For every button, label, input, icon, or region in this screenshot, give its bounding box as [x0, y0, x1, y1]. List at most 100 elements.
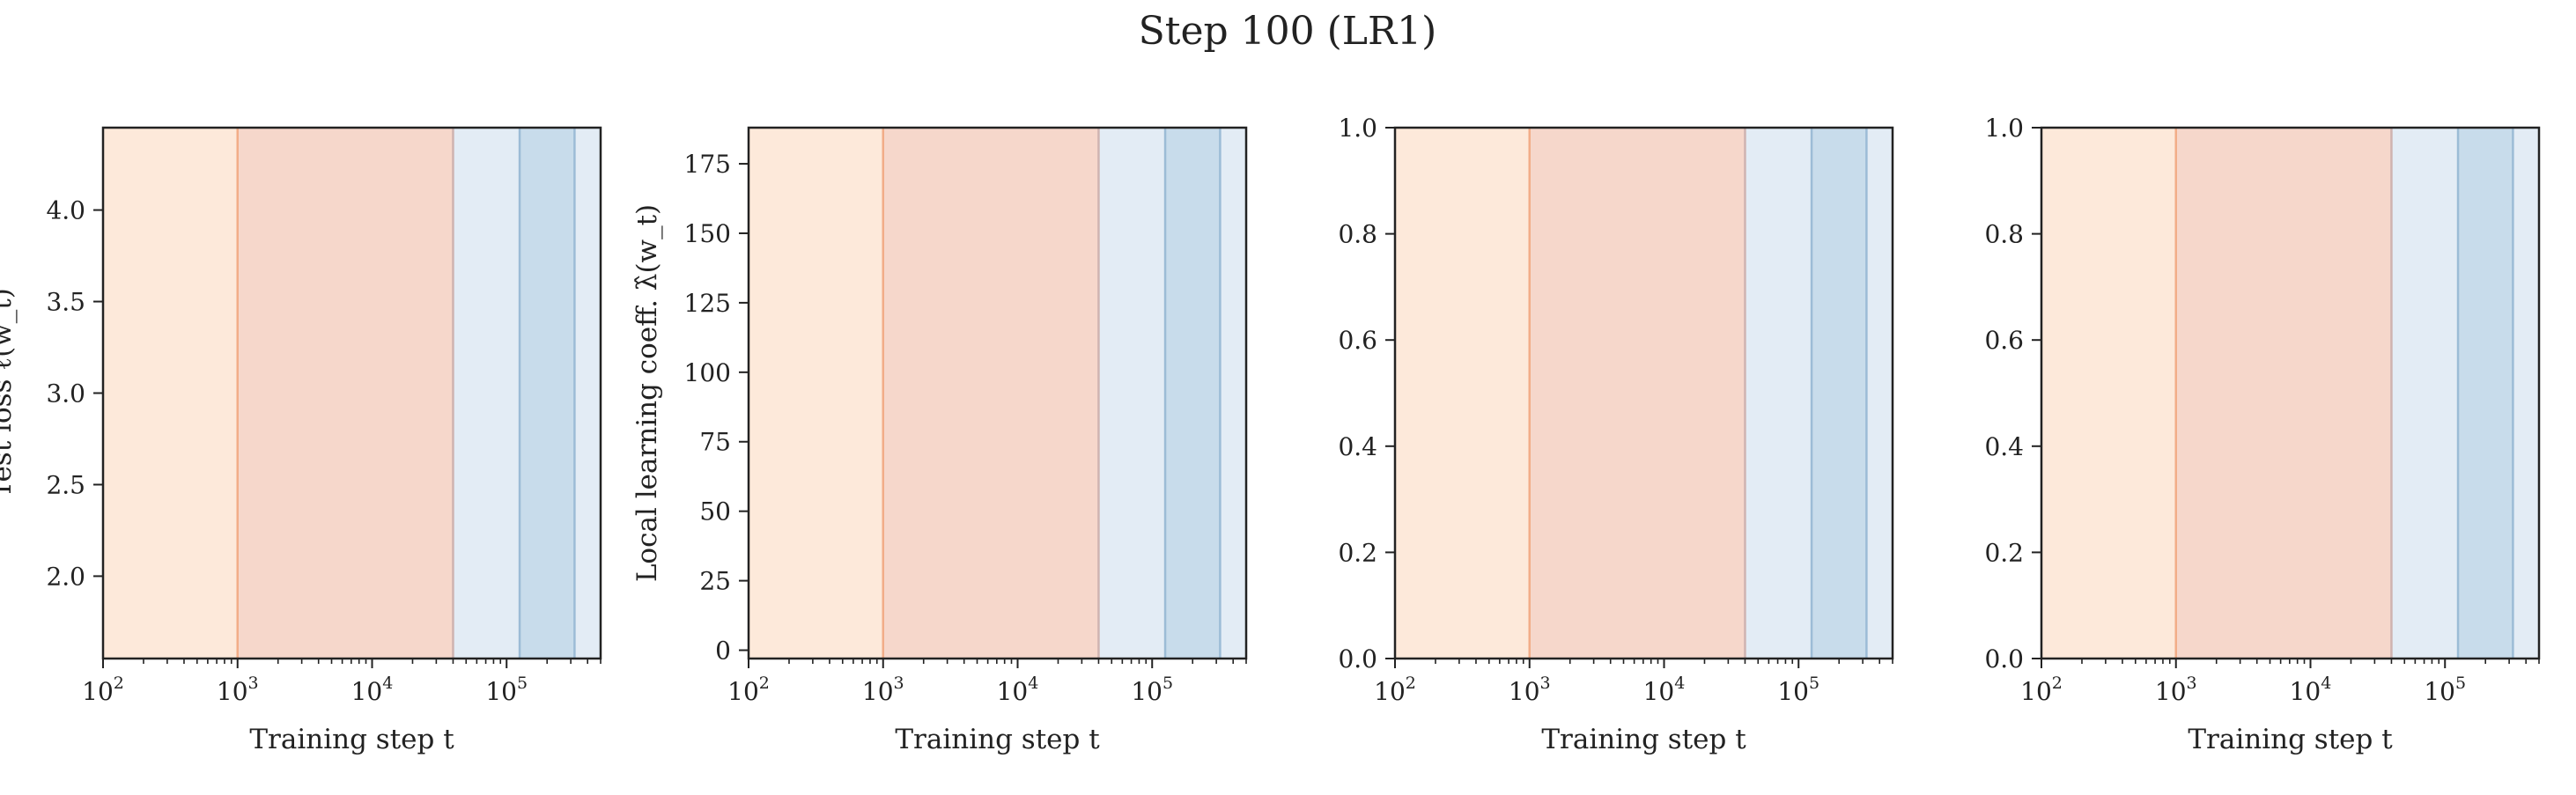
x-tick-base: 10 [217, 677, 248, 706]
stage-region-2 [237, 128, 454, 659]
y-tick-label: 0.4 [1338, 432, 1377, 461]
x-tick-label: 103 [1509, 674, 1551, 706]
stage-region-4 [520, 128, 575, 659]
x-tick-exponent: 4 [1028, 674, 1038, 693]
stage-region-5 [574, 128, 601, 659]
stage-region-5 [2513, 128, 2539, 659]
stage-region-1 [749, 128, 883, 659]
y-tick-label: 0.0 [1338, 644, 1377, 674]
stage-region-2 [1529, 128, 1746, 659]
figure-title: Step 100 (LR1) [1139, 9, 1437, 54]
stage-region-4 [1812, 128, 1867, 659]
x-tick-label: 104 [351, 674, 394, 706]
x-tick-exponent: 2 [1406, 674, 1416, 693]
stage-region-3 [2391, 128, 2459, 659]
x-tick-label: 104 [2290, 674, 2332, 706]
x-axis-label: Training step t [895, 724, 1100, 755]
y-tick-label: 0.2 [1984, 538, 2024, 567]
y-tick-label: 0.8 [1338, 220, 1377, 249]
y-tick-label: 25 [699, 567, 731, 596]
x-tick-exponent: 3 [2187, 674, 2197, 693]
x-tick-label: 102 [1374, 674, 1416, 706]
x-tick-exponent: 3 [248, 674, 259, 693]
x-tick-label: 102 [82, 674, 124, 706]
y-tick-label: 3.0 [46, 379, 85, 409]
x-tick-label: 104 [997, 674, 1039, 706]
axes-frame [747, 126, 1248, 660]
y-tick-label: 0.6 [1984, 326, 2024, 355]
stage-region-1 [1395, 128, 1530, 659]
x-tick-label: 105 [1777, 674, 1819, 706]
axes-frame [2040, 126, 2541, 660]
y-tick-label: 3.5 [46, 288, 85, 317]
y-tick-label: 4.0 [46, 196, 85, 225]
y-tick-label: 0.2 [1338, 538, 1377, 567]
x-tick-base: 10 [862, 677, 894, 706]
y-tick-label: 50 [699, 497, 731, 526]
x-tick-base: 10 [727, 677, 759, 706]
y-axis-label: Local learning coeff. λ̂(w_t) [631, 204, 663, 582]
x-tick-label: 103 [862, 674, 904, 706]
x-tick-base: 10 [485, 677, 517, 706]
y-tick-label: 150 [684, 219, 731, 248]
y-tick-label: 0.6 [1338, 326, 1377, 355]
x-tick-exponent: 2 [759, 674, 770, 693]
axes-frame [1393, 126, 1894, 660]
x-tick-exponent: 5 [1163, 674, 1173, 693]
stage-region-5 [1220, 128, 1246, 659]
x-tick-exponent: 2 [114, 674, 124, 693]
x-tick-label: 105 [1131, 674, 1173, 706]
y-tick-label: 175 [684, 150, 731, 179]
x-tick-exponent: 4 [2321, 674, 2331, 693]
x-tick-exponent: 5 [1809, 674, 1819, 693]
stage-region-5 [1866, 128, 1893, 659]
x-tick-base: 10 [1131, 677, 1163, 706]
x-tick-base: 10 [2155, 677, 2187, 706]
x-tick-exponent: 5 [2455, 674, 2466, 693]
stage-region-3 [453, 128, 520, 659]
x-axis-label: Training step t [1541, 724, 1746, 755]
stage-region-1 [2041, 128, 2176, 659]
stage-region-1 [103, 128, 238, 659]
x-tick-label: 103 [217, 674, 259, 706]
y-axis-label: Test loss ℓ̂(w_t) [0, 288, 18, 498]
y-tick-label: 100 [684, 358, 731, 387]
y-tick-label: 1.0 [1338, 114, 1377, 143]
x-tick-base: 10 [82, 677, 114, 706]
x-tick-label: 102 [2020, 674, 2063, 706]
x-tick-label: 104 [1643, 674, 1686, 706]
y-tick-label: 75 [699, 428, 731, 457]
x-axis-label: Training step t [249, 724, 454, 755]
stage-region-3 [1745, 128, 1812, 659]
y-tick-label: 0.8 [1984, 220, 2024, 249]
x-tick-exponent: 4 [1674, 674, 1685, 693]
x-tick-base: 10 [2424, 677, 2455, 706]
y-tick-label: 2.5 [46, 470, 85, 499]
y-tick-label: 125 [684, 289, 731, 318]
x-axis-label: Training step t [2188, 724, 2393, 755]
x-tick-exponent: 2 [2052, 674, 2063, 693]
x-tick-base: 10 [1509, 677, 1540, 706]
x-tick-exponent: 3 [1540, 674, 1551, 693]
y-tick-label: 2.0 [46, 562, 85, 591]
axes-frame [101, 126, 602, 660]
panel-2: 102 103 104 1050255075100125150175Training … [631, 126, 1248, 755]
x-tick-label: 105 [485, 674, 528, 706]
x-tick-exponent: 4 [382, 674, 393, 693]
y-tick-label: 0.4 [1984, 432, 2024, 461]
stage-region-2 [882, 128, 1099, 659]
x-tick-label: 102 [727, 674, 770, 706]
x-tick-label: 103 [2155, 674, 2197, 706]
x-tick-base: 10 [2290, 677, 2321, 706]
x-tick-exponent: 5 [517, 674, 528, 693]
x-tick-base: 10 [1643, 677, 1675, 706]
x-tick-base: 10 [351, 677, 383, 706]
stage-region-3 [1098, 128, 1166, 659]
stage-region-2 [2175, 128, 2392, 659]
x-tick-base: 10 [997, 677, 1029, 706]
y-tick-label: 0.0 [1984, 644, 2024, 674]
x-tick-exponent: 3 [894, 674, 904, 693]
